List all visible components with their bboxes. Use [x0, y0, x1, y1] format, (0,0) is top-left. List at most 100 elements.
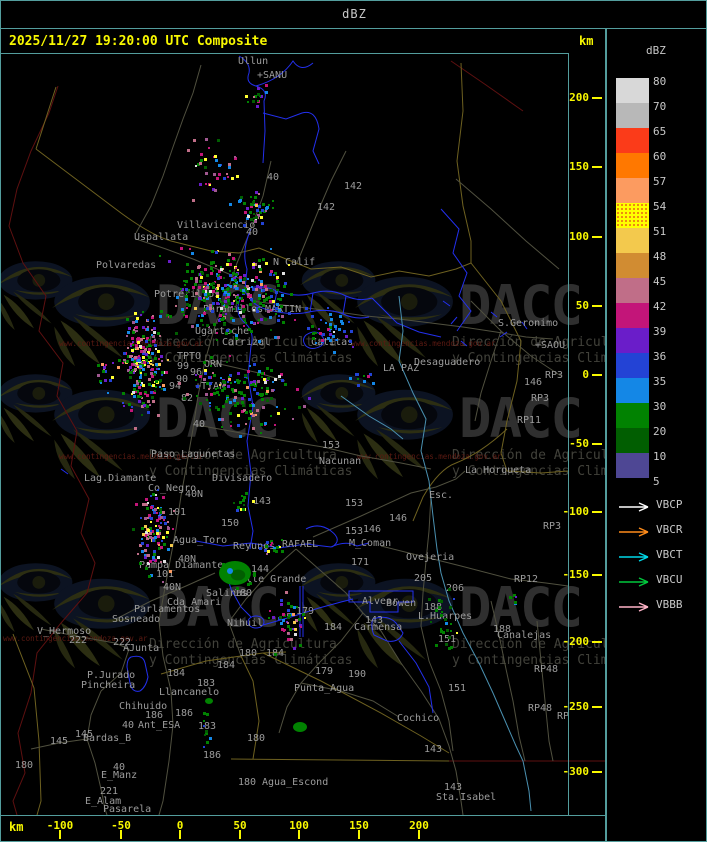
- radar-map-area: DACC Dirección de Agricultura y Contingenc…: [1, 54, 605, 815]
- map-label: +SAOU: [535, 340, 566, 351]
- colorbar-band: [616, 78, 649, 103]
- map-label: Uspallata: [134, 232, 189, 243]
- svg-text:DACC: DACC: [459, 576, 581, 639]
- svg-text:www.contingencias.mendoza.gov.: www.contingencias.mendoza.gov.ar: [59, 452, 204, 461]
- map-label: Esc.: [429, 490, 454, 501]
- x-tick-mark: [59, 830, 61, 839]
- map-label: 184: [217, 660, 236, 671]
- legend-label: VBCR: [656, 523, 683, 536]
- map-label: Pasarela: [103, 804, 152, 815]
- y-tick-label: 150: [569, 160, 589, 173]
- timestamp-label: 2025/11/27 19:20:00 UTC Composite: [9, 34, 268, 49]
- map-label: Divisadero: [212, 473, 273, 484]
- map-label: 40: [193, 419, 206, 430]
- svg-text:Dirección de Agricultura: Dirección de Agricultura: [149, 448, 337, 463]
- map-label: 99: [177, 361, 190, 372]
- legend-arrow-vbct: [617, 548, 655, 562]
- map-label: Sta.Isabel: [436, 792, 497, 803]
- x-tick-label: 200: [409, 819, 429, 832]
- colorbar-tick-label: 42: [653, 300, 667, 313]
- map-label-layer: Ullun +SANU 142 142 40 40 Villavicencio Uspalla…: [1, 54, 605, 815]
- colorbar-tick-label: 45: [653, 275, 667, 288]
- colorbar-tick-label: 70: [653, 100, 667, 113]
- colorbar-band: [616, 403, 649, 428]
- map-label: Salinas: [206, 588, 249, 599]
- map-label: 188: [493, 624, 512, 635]
- y-axis-unit: km: [579, 34, 594, 48]
- y-tick-label: -50: [569, 437, 589, 450]
- map-label: 40N: [185, 489, 204, 500]
- title-separator: [1, 28, 706, 29]
- map-label: 142: [317, 202, 336, 213]
- map-label: 179: [315, 666, 334, 677]
- map-label: S.Geronimo: [498, 318, 559, 329]
- y-tick-mark: [592, 374, 602, 376]
- map-label: Carmensa: [354, 622, 403, 633]
- legend-label: VBCP: [656, 498, 683, 511]
- colorbar-band: [616, 228, 649, 253]
- map-label: 150: [221, 518, 240, 529]
- map-label: E_Alam: [85, 796, 122, 807]
- legend-arrow-vbcp: [617, 498, 655, 512]
- map-label: 190: [348, 669, 367, 680]
- colorbar-tick-label: 54: [653, 200, 667, 213]
- legend-label: VBCU: [656, 573, 683, 586]
- y-tick-mark: [592, 236, 602, 238]
- map-label: RP3: [543, 521, 562, 532]
- map-label: Reyunos: [233, 541, 276, 552]
- map-label: 143: [365, 615, 384, 626]
- y-tick-mark: [592, 305, 602, 307]
- colorbar-band: [616, 378, 649, 403]
- map-label: Parlamentos: [134, 604, 201, 615]
- map-label: 142: [344, 181, 363, 192]
- svg-text:DACC: DACC: [156, 576, 278, 639]
- y-tick-label: -250: [562, 700, 590, 713]
- map-label: 143: [424, 744, 443, 755]
- roads: [30, 64, 569, 815]
- svg-text:DACC: DACC: [459, 274, 581, 337]
- y-tick-mark: [592, 641, 602, 643]
- colorbar-band: [616, 453, 649, 478]
- y-tick-label: -300: [562, 765, 590, 778]
- map-label: 145: [75, 729, 94, 740]
- map-label: MARTIN: [265, 304, 302, 315]
- x-tick-label: 50: [233, 819, 247, 832]
- legend-label: VBCT: [656, 548, 683, 561]
- map-label: AJunta: [123, 643, 160, 654]
- x-tick-mark: [358, 830, 360, 839]
- map-label: 180: [238, 777, 257, 788]
- map-label: V_Hermoso: [37, 626, 92, 637]
- map-label: 90: [176, 374, 189, 385]
- colorbar-tick-label: 20: [653, 425, 667, 438]
- y-tick-label: -100: [562, 505, 590, 518]
- y-tick-label: -150: [562, 568, 590, 581]
- map-label: 146: [389, 513, 408, 524]
- map-label: 151: [448, 683, 467, 694]
- map-label: Nacunan: [319, 456, 362, 467]
- map-frame-top: [1, 53, 568, 54]
- x-axis-unit: km: [9, 820, 24, 834]
- colorbar-tick-label: 30: [653, 400, 667, 413]
- international-border: [8, 60, 605, 815]
- colorbar-tick-label: 80: [653, 75, 667, 88]
- colorbar-band: [616, 153, 649, 178]
- map-label: N Calif: [273, 257, 316, 268]
- map-label: P.Jurado: [87, 670, 136, 681]
- colorbar-title: dBZ: [646, 44, 666, 57]
- map-label: 145: [50, 736, 69, 747]
- map-label: 180: [239, 648, 258, 659]
- map-label: 186: [145, 710, 164, 721]
- map-label: Desaguadero: [414, 357, 481, 368]
- map-label: 40N: [178, 554, 197, 565]
- map-label: 40: [122, 720, 135, 731]
- colorbar-band: [616, 203, 649, 228]
- map-label: TPTO: [177, 351, 202, 362]
- colorbar-tick-label: 57: [653, 175, 667, 188]
- map-label: 153: [345, 498, 364, 509]
- map-label: 144: [251, 564, 270, 575]
- map-label: Cochico: [397, 713, 440, 724]
- map-label: Ant_ESA: [138, 720, 181, 731]
- colorbar-band: [616, 253, 649, 278]
